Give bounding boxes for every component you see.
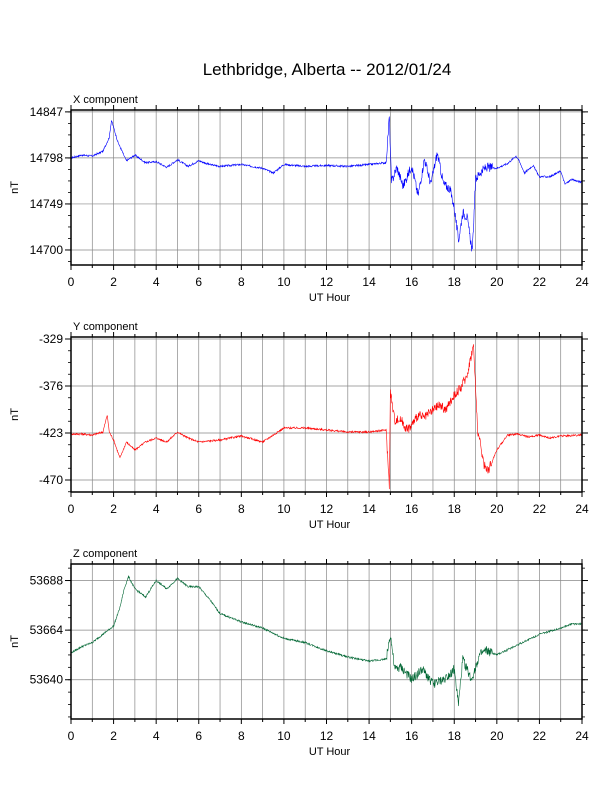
x-axis-label: UT Hour (309, 746, 351, 758)
x-tick-label: 10 (277, 275, 291, 289)
x-tick-label: 4 (153, 729, 160, 743)
y-tick-label: 14798 (30, 151, 64, 165)
x-tick-label: 18 (448, 502, 462, 516)
x-tick-label: 10 (277, 729, 291, 743)
y-tick-label: 53640 (30, 673, 64, 687)
x-tick-label: 22 (533, 729, 547, 743)
x-tick-label: 10 (277, 502, 291, 516)
x-tick-label: 14 (362, 275, 376, 289)
x-axis-label: UT Hour (309, 292, 351, 304)
x-tick-label: 20 (490, 275, 504, 289)
x-tick-label: 0 (68, 729, 75, 743)
x-tick-label: 18 (448, 729, 462, 743)
x-axis-label: UT Hour (309, 519, 351, 531)
x-tick-label: 6 (195, 729, 202, 743)
y-tick-label: 53688 (30, 574, 64, 588)
x-tick-label: 4 (153, 502, 160, 516)
y-axis-label: nT (9, 635, 21, 648)
y-tick-label: 53664 (30, 623, 64, 637)
x-tick-label: 2 (110, 729, 117, 743)
x-tick-label: 24 (575, 502, 589, 516)
x-tick-label: 20 (490, 502, 504, 516)
y-tick-label: -470 (39, 473, 63, 487)
x-tick-label: 6 (195, 275, 202, 289)
x-tick-label: 0 (68, 502, 75, 516)
x-tick-label: 14 (362, 502, 376, 516)
x-tick-label: 4 (153, 275, 160, 289)
chart-title: Lethbridge, Alberta -- 2012/01/24 (203, 60, 452, 79)
x-tick-label: 16 (405, 275, 419, 289)
x-tick-label: 8 (238, 729, 245, 743)
x-tick-label: 24 (575, 729, 589, 743)
series-line-x (70, 116, 583, 252)
y-axis-label: nT (9, 408, 21, 421)
x-tick-label: 8 (238, 275, 245, 289)
y-tick-label: 14749 (30, 197, 64, 211)
x-tick-label: 8 (238, 502, 245, 516)
series-line-y (70, 344, 583, 490)
x-tick-label: 16 (405, 729, 419, 743)
y-tick-label: -329 (39, 332, 63, 346)
x-tick-label: 22 (533, 275, 547, 289)
panel-label-y: Y component (73, 321, 138, 333)
x-tick-label: 24 (575, 275, 589, 289)
x-tick-label: 18 (448, 275, 462, 289)
x-tick-label: 2 (110, 275, 117, 289)
y-tick-label: -423 (39, 426, 63, 440)
x-tick-label: 14 (362, 729, 376, 743)
x-tick-label: 2 (110, 502, 117, 516)
x-tick-label: 12 (320, 275, 334, 289)
x-tick-label: 12 (320, 502, 334, 516)
series-line-z (70, 575, 583, 707)
y-tick-label: -376 (39, 379, 63, 393)
y-tick-label: 14847 (30, 105, 64, 119)
x-tick-label: 6 (195, 502, 202, 516)
x-tick-label: 0 (68, 275, 75, 289)
panel-label-x: X component (73, 94, 138, 106)
x-tick-label: 12 (320, 729, 334, 743)
x-tick-label: 22 (533, 502, 547, 516)
y-tick-label: 14700 (30, 243, 64, 257)
x-tick-label: 16 (405, 502, 419, 516)
panel-label-z: Z component (73, 548, 137, 560)
y-axis-label: nT (9, 181, 21, 194)
x-tick-label: 20 (490, 729, 504, 743)
